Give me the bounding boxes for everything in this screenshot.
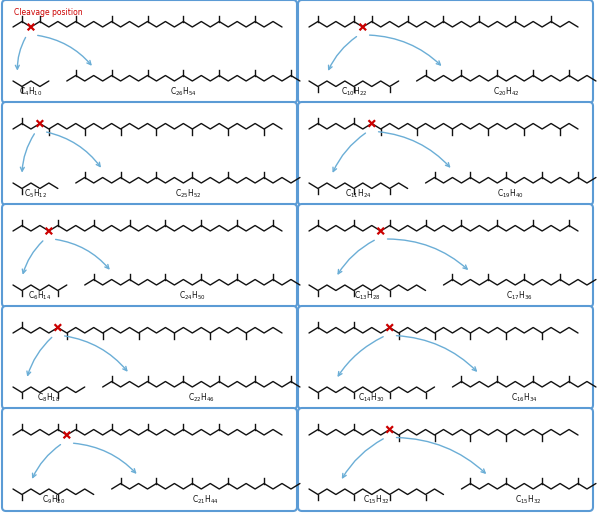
FancyArrowPatch shape (22, 241, 43, 274)
Text: C$_{21}$H$_{44}$: C$_{21}$H$_{44}$ (193, 493, 219, 506)
FancyArrowPatch shape (20, 134, 34, 171)
FancyBboxPatch shape (2, 102, 297, 205)
FancyArrowPatch shape (74, 443, 136, 473)
Text: C$_{14}$H$_{30}$: C$_{14}$H$_{30}$ (358, 391, 385, 404)
Text: C$_9$H$_{20}$: C$_9$H$_{20}$ (41, 493, 65, 506)
Text: C$_{19}$H$_{40}$: C$_{19}$H$_{40}$ (497, 187, 524, 200)
FancyArrowPatch shape (338, 337, 383, 376)
FancyArrowPatch shape (388, 239, 467, 269)
FancyArrowPatch shape (38, 35, 91, 65)
FancyArrowPatch shape (16, 37, 26, 69)
Text: C$_{13}$H$_{28}$: C$_{13}$H$_{28}$ (354, 289, 380, 302)
Text: C$_{25}$H$_{52}$: C$_{25}$H$_{52}$ (175, 187, 201, 200)
FancyArrowPatch shape (27, 337, 52, 376)
Text: C$_5$H$_{12}$: C$_5$H$_{12}$ (24, 187, 47, 200)
FancyBboxPatch shape (298, 408, 593, 511)
FancyBboxPatch shape (2, 0, 297, 103)
Text: C$_6$H$_{14}$: C$_6$H$_{14}$ (28, 289, 52, 302)
FancyBboxPatch shape (298, 0, 593, 103)
Text: C$_4$H$_{10}$: C$_4$H$_{10}$ (19, 86, 43, 98)
Text: C$_{17}$H$_{36}$: C$_{17}$H$_{36}$ (506, 289, 533, 302)
FancyArrowPatch shape (333, 133, 365, 171)
Text: C$_{26}$H$_{54}$: C$_{26}$H$_{54}$ (170, 86, 197, 98)
FancyArrowPatch shape (65, 336, 127, 371)
FancyBboxPatch shape (298, 102, 593, 205)
Text: C$_{16}$H$_{34}$: C$_{16}$H$_{34}$ (511, 391, 538, 404)
FancyArrowPatch shape (370, 35, 440, 65)
FancyBboxPatch shape (2, 306, 297, 409)
FancyArrowPatch shape (56, 239, 109, 269)
FancyBboxPatch shape (298, 306, 593, 409)
FancyArrowPatch shape (338, 240, 374, 274)
Text: C$_{11}$H$_{24}$: C$_{11}$H$_{24}$ (345, 187, 371, 200)
FancyArrowPatch shape (47, 132, 100, 167)
FancyArrowPatch shape (397, 336, 476, 371)
FancyArrowPatch shape (32, 444, 61, 478)
FancyArrowPatch shape (379, 132, 449, 167)
Text: C$_{10}$H$_{22}$: C$_{10}$H$_{22}$ (341, 86, 367, 98)
Text: C$_{22}$H$_{46}$: C$_{22}$H$_{46}$ (188, 391, 215, 404)
FancyArrowPatch shape (329, 37, 356, 69)
Text: C$_{15}$H$_{32}$: C$_{15}$H$_{32}$ (363, 493, 389, 506)
FancyArrowPatch shape (397, 438, 485, 473)
Text: C$_{24}$H$_{50}$: C$_{24}$H$_{50}$ (179, 289, 206, 302)
Text: Cleavage position: Cleavage position (14, 8, 83, 17)
Text: C$_8$H$_{18}$: C$_8$H$_{18}$ (37, 391, 61, 404)
Text: C$_{15}$H$_{32}$: C$_{15}$H$_{32}$ (515, 493, 542, 506)
FancyBboxPatch shape (2, 204, 297, 307)
Text: C$_{20}$H$_{42}$: C$_{20}$H$_{42}$ (493, 86, 520, 98)
FancyArrowPatch shape (343, 439, 383, 478)
FancyBboxPatch shape (298, 204, 593, 307)
FancyBboxPatch shape (2, 408, 297, 511)
